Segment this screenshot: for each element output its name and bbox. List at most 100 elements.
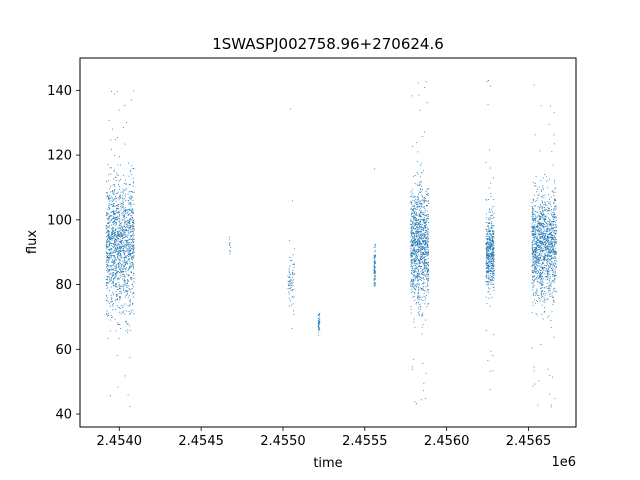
data-point [539, 288, 541, 289]
data-point [410, 191, 412, 193]
data-point [117, 255, 119, 257]
data-point [415, 265, 417, 267]
data-point [130, 244, 132, 246]
data-point [539, 216, 541, 218]
data-point [127, 212, 128, 214]
data-point [112, 211, 114, 213]
data-point [129, 263, 131, 265]
data-point [487, 264, 489, 266]
data-point [535, 251, 537, 253]
data-point [423, 247, 425, 249]
data-point [115, 223, 117, 225]
data-point [555, 238, 556, 240]
data-point [544, 241, 546, 243]
data-point [122, 246, 124, 247]
data-point [108, 282, 110, 284]
data-point [415, 303, 417, 305]
data-point [125, 283, 127, 285]
data-point [423, 382, 425, 384]
data-point [105, 224, 107, 226]
chart-title: 1SWASPJ002758.96+270624.6 [212, 35, 444, 53]
data-point [412, 244, 414, 246]
data-point [111, 219, 112, 221]
data-point [554, 217, 556, 219]
data-point [113, 216, 115, 218]
data-point [133, 213, 134, 215]
data-point [129, 171, 131, 173]
data-point [112, 191, 113, 193]
data-point [536, 256, 538, 258]
data-point [553, 256, 555, 258]
data-point [540, 240, 542, 242]
data-point [129, 300, 131, 301]
data-point [416, 227, 418, 229]
data-point [550, 255, 552, 256]
data-point [120, 223, 122, 225]
data-point [555, 253, 557, 255]
data-point [318, 313, 320, 315]
data-point [119, 260, 121, 262]
data-point [293, 310, 295, 312]
data-point [113, 246, 114, 248]
data-point [113, 240, 115, 241]
data-point [535, 234, 536, 236]
data-point [114, 257, 116, 259]
data-point [418, 233, 420, 235]
data-point [424, 274, 425, 276]
data-point [120, 269, 121, 271]
data-point [539, 236, 540, 238]
data-point [487, 235, 489, 237]
data-point [493, 248, 495, 250]
data-point [415, 218, 417, 220]
data-point [410, 241, 412, 243]
data-point [534, 263, 536, 265]
data-point [536, 248, 538, 250]
x-tick-label: 2.4560 [424, 434, 470, 449]
data-point [115, 266, 117, 268]
data-point [230, 246, 231, 248]
y-tick-label: 140 [47, 84, 72, 99]
data-point [543, 259, 545, 260]
data-point [545, 253, 546, 255]
data-point [412, 209, 414, 210]
data-point [128, 274, 130, 276]
data-point [413, 247, 415, 248]
data-point [411, 270, 413, 272]
data-point [423, 235, 425, 237]
data-point [113, 192, 115, 194]
data-point [127, 281, 129, 283]
data-point [534, 257, 536, 259]
data-point [540, 105, 542, 107]
data-point [410, 203, 412, 205]
data-point [419, 221, 421, 223]
data-point [540, 274, 542, 276]
data-point [123, 266, 125, 268]
data-point [550, 246, 552, 248]
data-point [553, 253, 555, 255]
data-point [374, 282, 376, 284]
y-tick-label: 40 [55, 408, 72, 423]
data-point [492, 287, 494, 289]
data-point [533, 200, 534, 202]
data-point [122, 262, 124, 264]
data-point [109, 256, 111, 258]
data-point [113, 198, 115, 200]
data-point [541, 267, 543, 269]
data-point [421, 256, 423, 257]
data-point [107, 270, 109, 272]
data-point [419, 236, 421, 238]
data-point [540, 243, 542, 245]
data-point [117, 204, 118, 206]
data-point [120, 292, 122, 294]
data-point [115, 250, 117, 252]
data-point [415, 218, 417, 220]
data-point [493, 240, 494, 242]
data-point [491, 235, 493, 237]
data-point [114, 214, 116, 216]
data-point [413, 221, 415, 223]
data-point [544, 194, 546, 196]
data-point [551, 244, 553, 245]
data-point [117, 324, 119, 325]
data-point [540, 206, 542, 208]
data-point [293, 279, 295, 281]
